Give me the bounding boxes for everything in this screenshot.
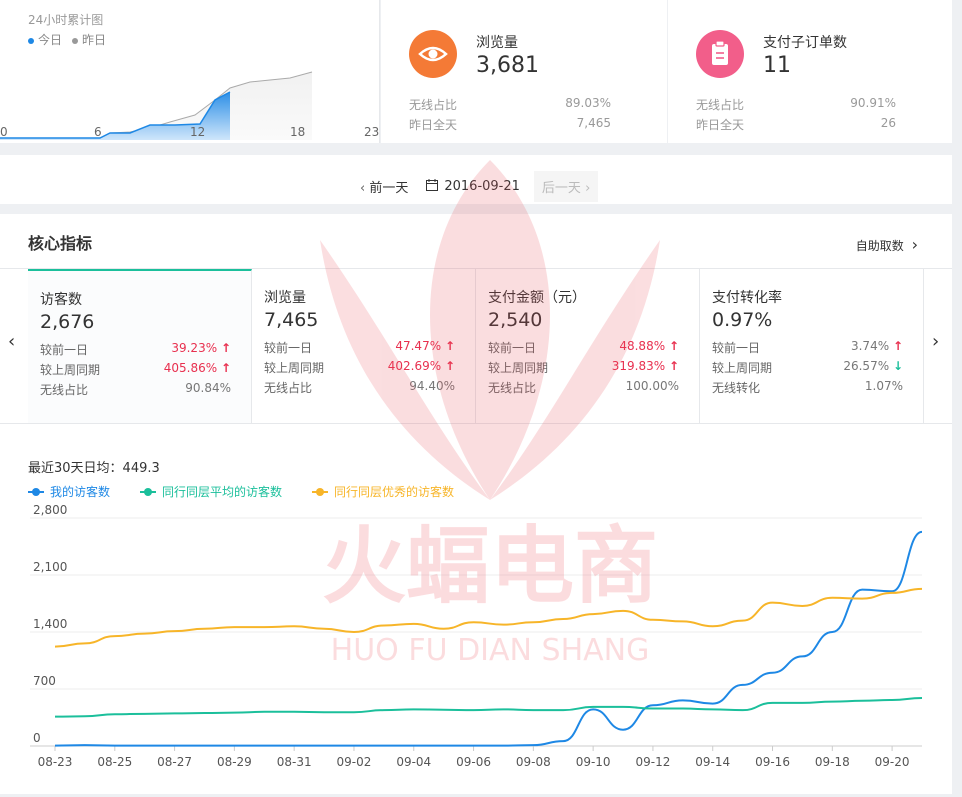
- orders-label: 支付子订单数: [763, 35, 847, 51]
- y-tick-label: 0: [33, 731, 41, 745]
- clipboard-icon: [696, 30, 744, 78]
- hourly-tick: 23: [364, 125, 380, 139]
- legend-today[interactable]: 今日: [28, 31, 62, 48]
- legend-my-visitors[interactable]: 我的访客数: [28, 483, 110, 500]
- series-my-visitors-line: [54, 530, 923, 747]
- visitors-trend-chart: 0 700 1,400 2,100 2,800 08-23 08-25 08-27 08-29 0…: [30, 504, 923, 769]
- metric-visitors[interactable]: 访客数 2,676 较前一日 39.23% ↑ 较上周同期 405.86% ↑ 无线…: [28, 269, 252, 423]
- orders-wireless-row: 无线占比 90.91%: [696, 96, 896, 112]
- chevron-left-icon[interactable]: ‹: [8, 331, 16, 352]
- metric-conversion-rate[interactable]: 支付转化率 0.97% 较前一日 3.74% ↑ 较上周同期 26.57% ↓ 无线…: [700, 269, 924, 423]
- date-navigation-bar: ‹ 前一天 2016-09-21 后一天 ›: [0, 155, 952, 204]
- chart-legend: 我的访客数 同行同层平均的访客数 同行同层优秀的访客数: [28, 483, 454, 500]
- today-line: [0, 91, 231, 139]
- x-tick-label: 08-25: [97, 755, 132, 769]
- chevron-right-icon: ›: [911, 235, 918, 254]
- calendar-icon[interactable]: [426, 178, 439, 195]
- orders-card: 支付子订单数 11 无线占比 90.91% 昨日全天 26: [668, 0, 952, 143]
- views-yesterday-row: 昨日全天 7,465: [409, 116, 611, 132]
- arrow-up-icon: ↑: [444, 359, 455, 373]
- hourly-tick: 0: [0, 125, 8, 139]
- x-tick-label: 09-20: [875, 755, 910, 769]
- legend-yesterday[interactable]: 昨日: [72, 31, 106, 48]
- x-tick-label: 09-18: [815, 755, 850, 769]
- x-tick-label: 08-31: [277, 755, 312, 769]
- metric-pageviews[interactable]: 浏览量 7,465 较前一日 47.47% ↑ 较上周同期 402.69% ↑ 无线…: [252, 269, 476, 423]
- metric-payment-amount[interactable]: 支付金额（元） 2,540 较前一日 48.88% ↑ 较上周同期 319.83% …: [476, 269, 700, 423]
- x-tick-label: 09-12: [635, 755, 670, 769]
- y-tick-label: 2,800: [33, 504, 67, 517]
- y-tick-label: 700: [33, 674, 56, 688]
- views-wireless-row: 无线占比 89.03%: [409, 96, 611, 112]
- series-peer-excellent-line: [54, 587, 923, 648]
- arrow-up-icon: ↑: [668, 359, 679, 373]
- x-tick-label: 08-27: [157, 755, 192, 769]
- today-area: [0, 92, 230, 140]
- series-peer-average-line: [54, 696, 923, 718]
- hourly-tick: 12: [190, 125, 206, 139]
- arrow-up-icon: ↑: [220, 361, 231, 375]
- core-title: 核心指标: [28, 234, 93, 253]
- chevron-right-icon[interactable]: ›: [932, 331, 940, 352]
- y-tick-label: 2,100: [33, 560, 67, 574]
- views-label: 浏览量: [476, 35, 518, 51]
- hourly-tick: 6: [94, 125, 102, 139]
- chevron-right-icon: ›: [585, 181, 591, 196]
- prev-day-button[interactable]: ‹ 前一天: [360, 181, 409, 196]
- eye-icon: [409, 30, 457, 78]
- views-value: 3,681: [476, 53, 539, 78]
- arrow-up-icon: ↑: [892, 339, 903, 353]
- x-tick-label: 09-08: [516, 755, 551, 769]
- x-tick-label: 09-02: [337, 755, 372, 769]
- x-tick-label: 09-16: [755, 755, 790, 769]
- arrow-up-icon: ↑: [220, 341, 231, 355]
- x-tick-label: 09-04: [396, 755, 431, 769]
- thirty-day-average: 最近30天日均：449.3: [28, 461, 160, 476]
- hourly-legend: 今日 昨日: [28, 31, 106, 48]
- x-tick-label: 09-10: [576, 755, 611, 769]
- orders-yesterday-row: 昨日全天 26: [696, 116, 896, 132]
- metric-tabs: ‹ 访客数 2,676 较前一日 39.23% ↑ 较上周同期 405.86% ↑ …: [0, 268, 952, 424]
- y-tick-label: 1,400: [33, 617, 67, 631]
- chevron-left-icon: ‹: [360, 181, 366, 196]
- hourly-chart-card: 24小时累计图 今日 昨日 0 6 12 18 23: [0, 0, 380, 143]
- hourly-chart-title: 24小时累计图: [28, 13, 104, 27]
- x-tick-label: 09-14: [695, 755, 730, 769]
- x-tick-label: 09-06: [456, 755, 491, 769]
- x-tick-label: 08-23: [38, 755, 73, 769]
- arrow-up-icon: ↑: [668, 339, 679, 353]
- hourly-tick: 18: [290, 125, 306, 139]
- arrow-down-icon: ↓: [892, 359, 903, 373]
- x-tick-label: 08-29: [217, 755, 252, 769]
- orders-value: 11: [763, 53, 791, 78]
- hourly-chart: [0, 71, 313, 140]
- views-card: 浏览量 3,681 无线占比 89.03% 昨日全天 7,465: [381, 0, 667, 143]
- legend-peer-excellent[interactable]: 同行同层优秀的访客数: [312, 483, 454, 500]
- arrow-up-icon: ↑: [444, 339, 455, 353]
- next-day-button[interactable]: 后一天 ›: [533, 171, 599, 202]
- current-date[interactable]: 2016-09-21: [444, 179, 520, 194]
- yesterday-area: [0, 72, 312, 140]
- core-metrics-panel: 核心指标 自助取数 › ‹ 访客数 2,676 较前一日 39.23% ↑ 较上周…: [0, 214, 952, 794]
- legend-peer-average[interactable]: 同行同层平均的访客数: [140, 483, 282, 500]
- self-service-link[interactable]: 自助取数 ›: [855, 235, 918, 254]
